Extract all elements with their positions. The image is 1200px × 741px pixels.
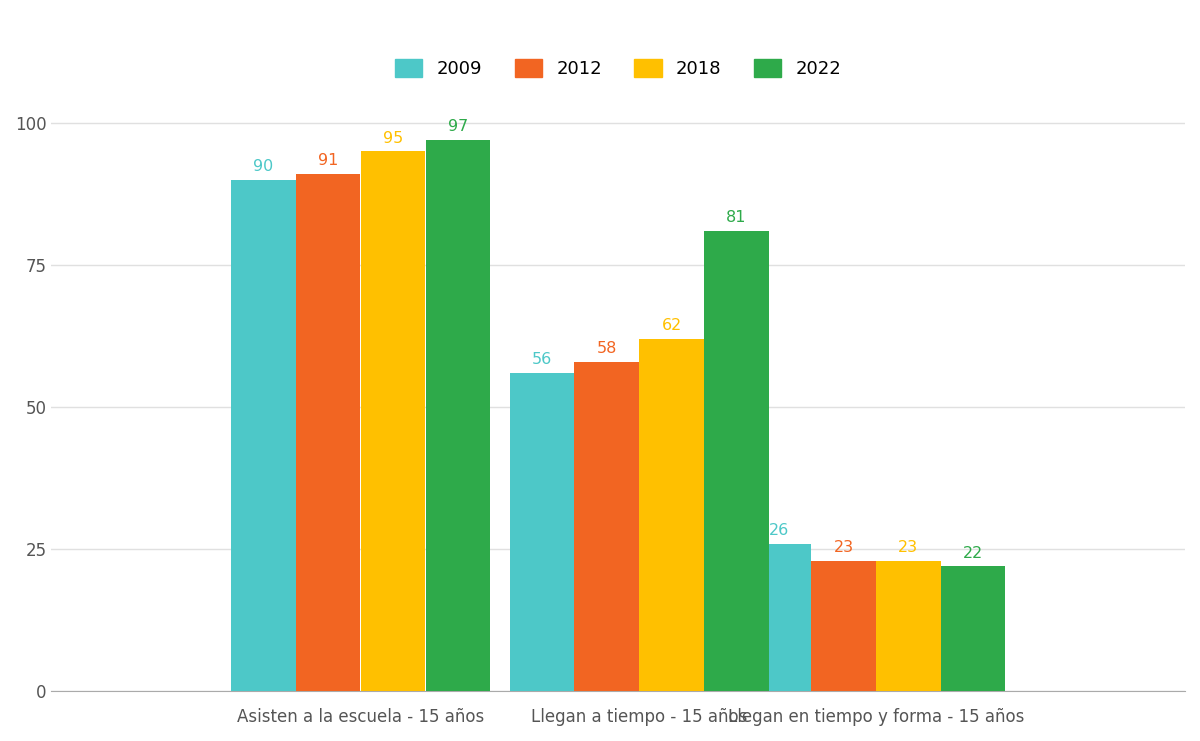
Text: 62: 62: [661, 318, 682, 333]
Bar: [575, 362, 638, 691]
Bar: [361, 151, 425, 691]
Legend: 2009, 2012, 2018, 2022: 2009, 2012, 2018, 2022: [386, 50, 851, 87]
Bar: [746, 543, 811, 691]
Text: 22: 22: [964, 545, 983, 561]
Text: 97: 97: [448, 119, 468, 134]
Text: 56: 56: [532, 352, 552, 368]
Text: 90: 90: [253, 159, 274, 174]
Bar: [876, 561, 941, 691]
Bar: [296, 174, 360, 691]
Bar: [232, 179, 295, 691]
Bar: [510, 373, 574, 691]
Text: 81: 81: [726, 210, 746, 225]
Bar: [704, 230, 769, 691]
Text: 23: 23: [899, 540, 918, 555]
Bar: [941, 566, 1006, 691]
Text: 58: 58: [596, 341, 617, 356]
Bar: [640, 339, 704, 691]
Text: 91: 91: [318, 153, 338, 168]
Bar: [811, 561, 876, 691]
Bar: [426, 140, 490, 691]
Text: 23: 23: [833, 540, 853, 555]
Text: 26: 26: [768, 523, 788, 538]
Text: 95: 95: [383, 130, 403, 145]
